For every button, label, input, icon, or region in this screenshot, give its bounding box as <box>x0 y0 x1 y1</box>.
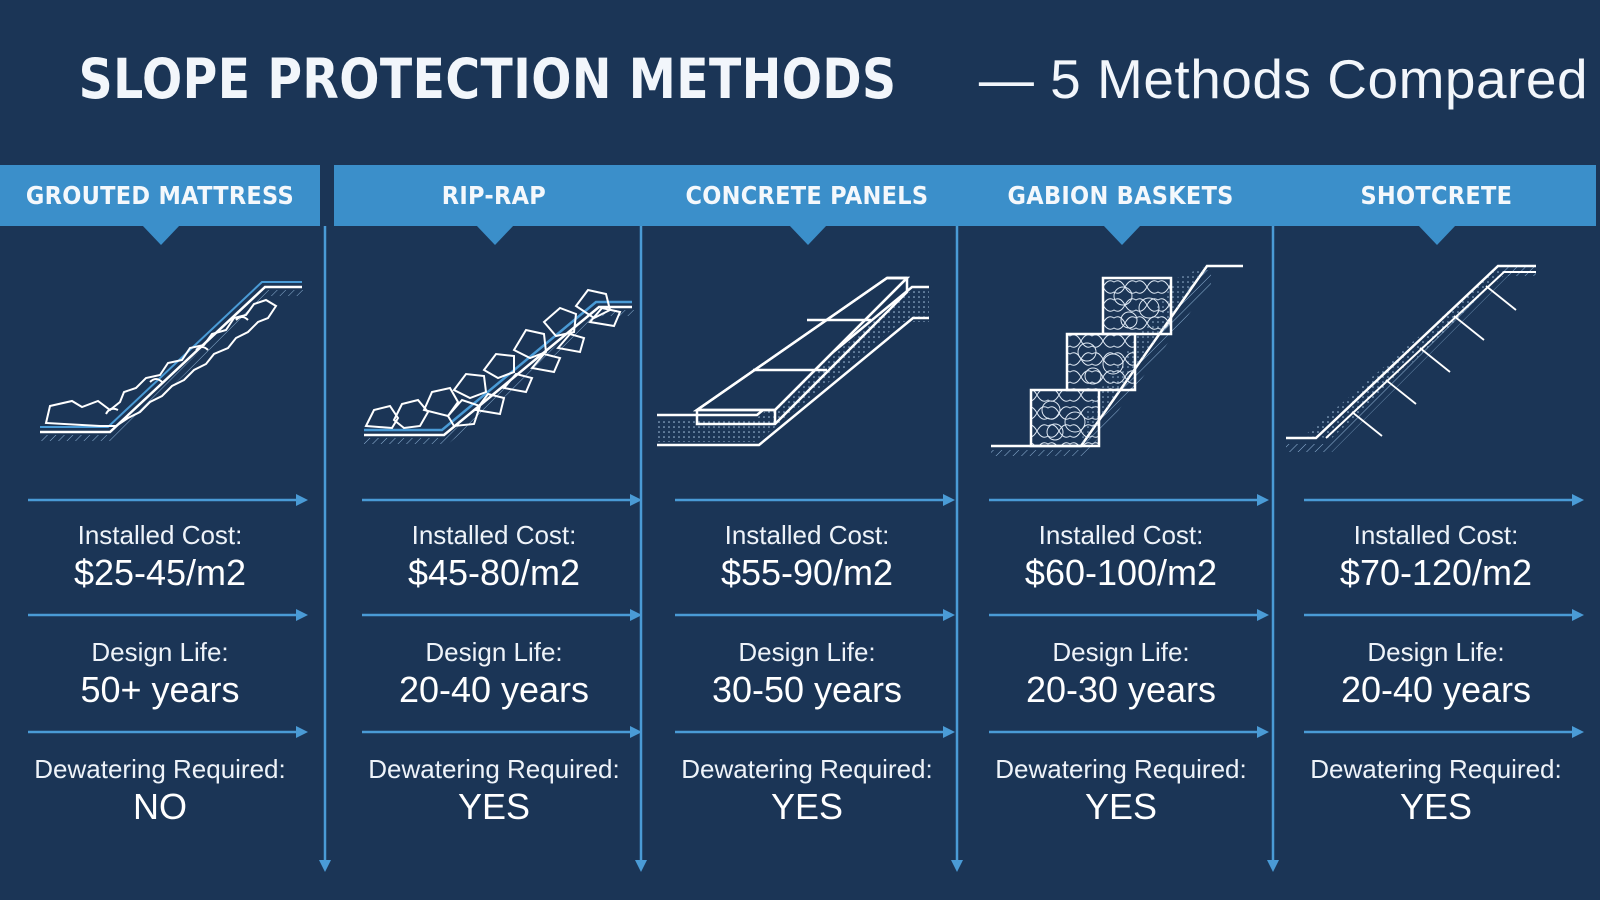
design-life: Design Life: 30-50 years <box>647 636 967 712</box>
design-life: Design Life: 20-40 years <box>334 636 654 712</box>
title-subtitle: — 5 Methods Compared <box>963 48 1589 110</box>
dewatering-label: Dewatering Required: <box>681 754 933 784</box>
method-column-concrete-panels: CONCRETE PANELS Installed Cost: $55-90/m… <box>647 165 967 885</box>
design-life-value: 50+ years <box>80 669 240 710</box>
column-divider <box>1267 226 1279 872</box>
installed-cost-value: $70-120/m2 <box>1339 552 1533 593</box>
design-life-label: Design Life: <box>425 637 563 667</box>
page-title: SLOPE PROTECTION METHODS — 5 Methods Com… <box>0 44 1600 114</box>
method-column-gabion-baskets: GABION BASKETS Installed Cost: $60-100/m… <box>961 165 1281 885</box>
dewatering-label: Dewatering Required: <box>1310 754 1562 784</box>
method-name: SHOTCRETE <box>1360 181 1512 210</box>
installed-cost: Installed Cost: $45-80/m2 <box>334 519 654 595</box>
row-separator-arrow <box>675 494 955 506</box>
dewatering-required: Dewatering Required: YES <box>1276 753 1596 829</box>
grouted-mattress-illustration <box>40 281 305 441</box>
row-separator-arrow <box>1304 494 1584 506</box>
installed-cost-label: Installed Cost: <box>411 520 577 550</box>
dewatering-value: YES <box>770 786 844 827</box>
row-separator-arrow <box>1304 726 1584 738</box>
title-main: SLOPE PROTECTION METHODS <box>78 47 897 111</box>
design-life-value: 20-40 years <box>398 669 590 710</box>
row-separator-arrow <box>362 494 642 506</box>
method-header: RIP-RAP <box>334 165 654 226</box>
installed-cost: Installed Cost: $25-45/m2 <box>0 519 320 595</box>
dewatering-required: Dewatering Required: NO <box>0 753 320 829</box>
design-life-value: 20-30 years <box>1025 669 1217 710</box>
method-name: GABION BASKETS <box>1007 181 1235 210</box>
installed-cost: Installed Cost: $55-90/m2 <box>647 519 967 595</box>
shotcrete-illustration <box>1286 264 1536 452</box>
dewatering-value: YES <box>1084 786 1158 827</box>
row-separator-arrow <box>989 609 1269 621</box>
dewatering-label: Dewatering Required: <box>34 754 286 784</box>
dewatering-value: YES <box>1399 786 1473 827</box>
header-pointer <box>476 225 514 245</box>
dewatering-value: NO <box>133 786 187 827</box>
dewatering-required: Dewatering Required: YES <box>334 753 654 829</box>
dewatering-required: Dewatering Required: YES <box>961 753 1281 829</box>
row-separator-arrow <box>28 609 308 621</box>
method-column-rip-rap: RIP-RAP Installed Cost: $45-80/m2 Design <box>334 165 654 885</box>
design-life: Design Life: 20-40 years <box>1276 636 1596 712</box>
installed-cost-label: Installed Cost: <box>1353 520 1519 550</box>
row-separator-arrow <box>675 726 955 738</box>
dewatering-value: YES <box>457 786 531 827</box>
design-life: Design Life: 50+ years <box>0 636 320 712</box>
method-header: CONCRETE PANELS <box>647 165 967 226</box>
rip-rap-illustration <box>364 288 634 444</box>
installed-cost-value: $60-100/m2 <box>1024 552 1218 593</box>
gabion-baskets-illustration <box>991 264 1243 456</box>
installed-cost: Installed Cost: $70-120/m2 <box>1276 519 1596 595</box>
method-header: SHOTCRETE <box>1276 165 1596 226</box>
installed-cost-label: Installed Cost: <box>77 520 243 550</box>
installed-cost-label: Installed Cost: <box>1038 520 1204 550</box>
row-separator-arrow <box>362 609 642 621</box>
installed-cost-value: $25-45/m2 <box>73 552 247 593</box>
method-column-shotcrete: SHOTCRETE Installed Cost: $70-120/m2 Des… <box>1276 165 1596 885</box>
row-separator-arrow <box>1304 609 1584 621</box>
column-divider <box>635 226 647 872</box>
concrete-panels-illustration <box>657 276 929 447</box>
column-divider <box>319 226 331 872</box>
method-name: GROUTED MATTRESS <box>25 181 295 210</box>
column-divider <box>951 226 963 872</box>
design-life-label: Design Life: <box>91 637 229 667</box>
row-separator-arrow <box>675 609 955 621</box>
installed-cost: Installed Cost: $60-100/m2 <box>961 519 1281 595</box>
dewatering-required: Dewatering Required: YES <box>647 753 967 829</box>
method-name: RIP-RAP <box>441 181 547 210</box>
method-header: GROUTED MATTRESS <box>0 165 320 226</box>
method-header: GABION BASKETS <box>961 165 1281 226</box>
header-pointer <box>1103 225 1141 245</box>
row-separator-arrow <box>362 726 642 738</box>
header-pointer <box>789 225 827 245</box>
design-life-label: Design Life: <box>1367 637 1505 667</box>
method-column-grouted-mattress: GROUTED MATTRESS Installed Cost: $25-45/… <box>0 165 320 885</box>
dewatering-label: Dewatering Required: <box>995 754 1247 784</box>
dewatering-label: Dewatering Required: <box>368 754 620 784</box>
installed-cost-label: Installed Cost: <box>724 520 890 550</box>
design-life-label: Design Life: <box>738 637 876 667</box>
design-life-label: Design Life: <box>1052 637 1190 667</box>
installed-cost-value: $45-80/m2 <box>407 552 581 593</box>
header-pointer <box>1418 225 1456 245</box>
design-life-value: 20-40 years <box>1340 669 1532 710</box>
design-life-value: 30-50 years <box>711 669 903 710</box>
design-life: Design Life: 20-30 years <box>961 636 1281 712</box>
row-separator-arrow <box>989 494 1269 506</box>
installed-cost-value: $55-90/m2 <box>720 552 894 593</box>
row-separator-arrow <box>28 494 308 506</box>
method-name: CONCRETE PANELS <box>685 181 929 210</box>
row-separator-arrow <box>28 726 308 738</box>
header-pointer <box>142 225 180 245</box>
row-separator-arrow <box>989 726 1269 738</box>
